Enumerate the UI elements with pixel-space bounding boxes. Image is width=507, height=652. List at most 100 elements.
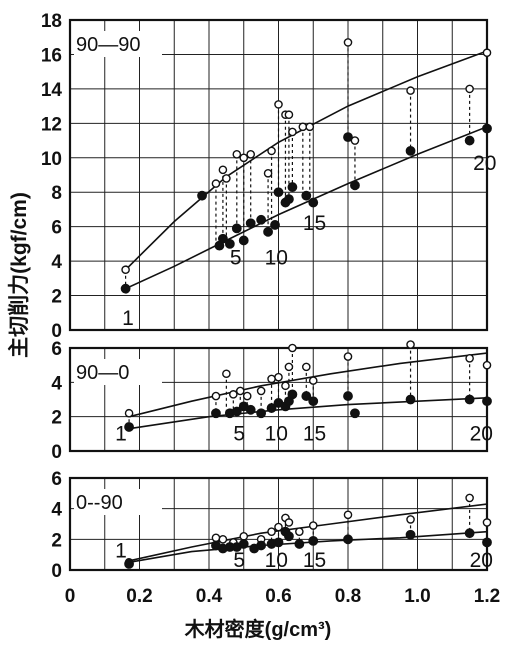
panel-3-label: 0--90 — [76, 492, 123, 514]
panel-2-open-point — [242, 391, 252, 401]
panel-1-open-point — [288, 127, 297, 137]
panel-2-open-point — [256, 386, 266, 396]
panel-1-filled-point — [405, 145, 416, 156]
panel-1-specimen-number: 1 — [122, 307, 134, 330]
panel-2-y-tick-label: 6 — [51, 339, 62, 360]
panel-3-y-tick-label: 0 — [51, 561, 62, 582]
panel-3-filled-point — [284, 531, 294, 542]
panel-2-filled-point — [256, 408, 267, 419]
panel-1-filled-point — [464, 135, 475, 146]
panel-1-y-tick-label: 2 — [51, 287, 62, 308]
panel-2-open-point — [284, 362, 294, 372]
panel-2-specimen-number: 10 — [265, 423, 288, 446]
panel-1-y-tick-label: 12 — [41, 114, 62, 135]
panel-2-y-tick-label: 2 — [51, 408, 62, 429]
panel-2-open-point — [229, 390, 238, 399]
panel-3-filled-point — [482, 537, 492, 548]
panel-3-filled-point — [405, 529, 416, 540]
panel-2-open-point — [465, 353, 474, 363]
panel-2-filled-point — [464, 394, 475, 405]
panel-1-filled-point — [231, 223, 242, 234]
panel-2-y-tick-label: 0 — [51, 442, 62, 463]
x-tick-label: 0.2 — [126, 586, 152, 607]
panel-1-open-point — [246, 150, 255, 159]
panel-1-filled-point — [301, 190, 312, 201]
panel-1-open-point — [267, 146, 276, 156]
panel-2-open-point — [124, 408, 134, 418]
panel-2-open-point — [267, 374, 276, 384]
panel-2-label: 90—0 — [76, 362, 129, 384]
panel-2-filled-point — [482, 396, 492, 407]
panel-2-y-tick-label: 4 — [51, 373, 62, 394]
panel-1-open-point — [211, 179, 221, 188]
panel-3-filled-point — [294, 539, 305, 549]
panel-1-open-point — [465, 84, 474, 94]
panel-1-open-point — [274, 100, 283, 109]
x-tick-label: 1.2 — [474, 586, 500, 607]
panel-1-y-tick-label: 10 — [41, 149, 62, 170]
panel-1-y-tick-label: 4 — [51, 252, 62, 273]
panel-1-filled-point — [256, 214, 267, 225]
panel-3-open-point — [308, 521, 318, 530]
panel-2-fit-curve-filled — [128, 397, 488, 430]
x-axis-label: 木材密度(g/cm³) — [184, 617, 332, 641]
panel-2-open-point — [308, 376, 318, 385]
panel-2-specimen-number: 20 — [470, 423, 493, 446]
panel-2-open-point — [274, 372, 283, 382]
panel-1-specimen-number: 10 — [265, 247, 288, 270]
panel-3-filled-point — [238, 539, 249, 549]
panel-3-specimen-number: 10 — [265, 549, 288, 572]
panel-2-filled-point — [231, 406, 242, 417]
panel-1-filled-point — [284, 194, 294, 205]
panel-1-open-point — [121, 265, 130, 275]
panel-1-open-point — [222, 174, 231, 183]
panel-1-open-point — [298, 122, 308, 132]
panel-1-specimen-number: 5 — [230, 247, 242, 270]
panel-2-open-point — [301, 362, 311, 372]
panel-3-open-point — [267, 527, 276, 536]
panel-2-filled-point — [245, 404, 256, 415]
panel-1-filled-point — [120, 283, 131, 294]
panel-3-y-tick-label: 6 — [51, 469, 62, 490]
panel-1-filled-point — [263, 226, 273, 237]
x-tick-label: 1.0 — [404, 586, 430, 607]
panel-1-filled-point — [197, 190, 207, 201]
panel-2-fit-curve-open — [128, 352, 488, 418]
panel-2-specimen-number: 1 — [115, 423, 127, 446]
panel-3-fit-curve-open — [128, 503, 488, 562]
x-tick-label: 0.6 — [265, 586, 291, 607]
panel-1-open-point — [263, 168, 273, 178]
panel-2-filled-point — [124, 422, 134, 432]
panel-2-filled-point — [287, 389, 298, 400]
panel-3-open-point — [406, 515, 415, 524]
panel-2-open-point — [482, 360, 492, 370]
x-tick-label: 0 — [65, 586, 76, 607]
panel-2-filled-point — [266, 403, 277, 413]
panel-1-open-point — [305, 122, 315, 132]
panel-2-filled-point — [301, 391, 312, 401]
panel-1-filled-point — [217, 233, 228, 244]
panel-3-open-point — [295, 527, 304, 536]
panel-1-filled-point — [350, 180, 360, 191]
panel-1-filled-point — [273, 187, 284, 198]
panel-1-filled-point — [238, 235, 249, 246]
panel-1-y-tick-label: 6 — [51, 218, 62, 239]
panel-3-specimen-number: 20 — [470, 549, 493, 572]
panel-2-filled-point — [211, 408, 221, 419]
panel-1-specimen-number: 20 — [473, 152, 496, 175]
panel-2-open-point — [281, 381, 290, 391]
x-tick-label: 0.4 — [196, 586, 223, 607]
panel-2-open-point — [343, 352, 353, 361]
panel-3-open-point — [465, 493, 474, 503]
panel-1-filled-point — [224, 238, 235, 249]
x-tick-label: 0.8 — [335, 586, 361, 607]
panel-1-open-point — [284, 110, 294, 120]
panel-1-fit-curve-filled — [125, 126, 488, 290]
panel-3-open-point — [343, 510, 353, 520]
panel-1-filled-point — [482, 123, 492, 134]
panel-1-filled-point — [343, 132, 353, 143]
panel-2-specimen-number: 5 — [233, 423, 245, 446]
panel-1-open-point — [406, 86, 415, 95]
panel-1-filled-point — [270, 220, 280, 230]
panel-1-open-point — [482, 48, 492, 58]
